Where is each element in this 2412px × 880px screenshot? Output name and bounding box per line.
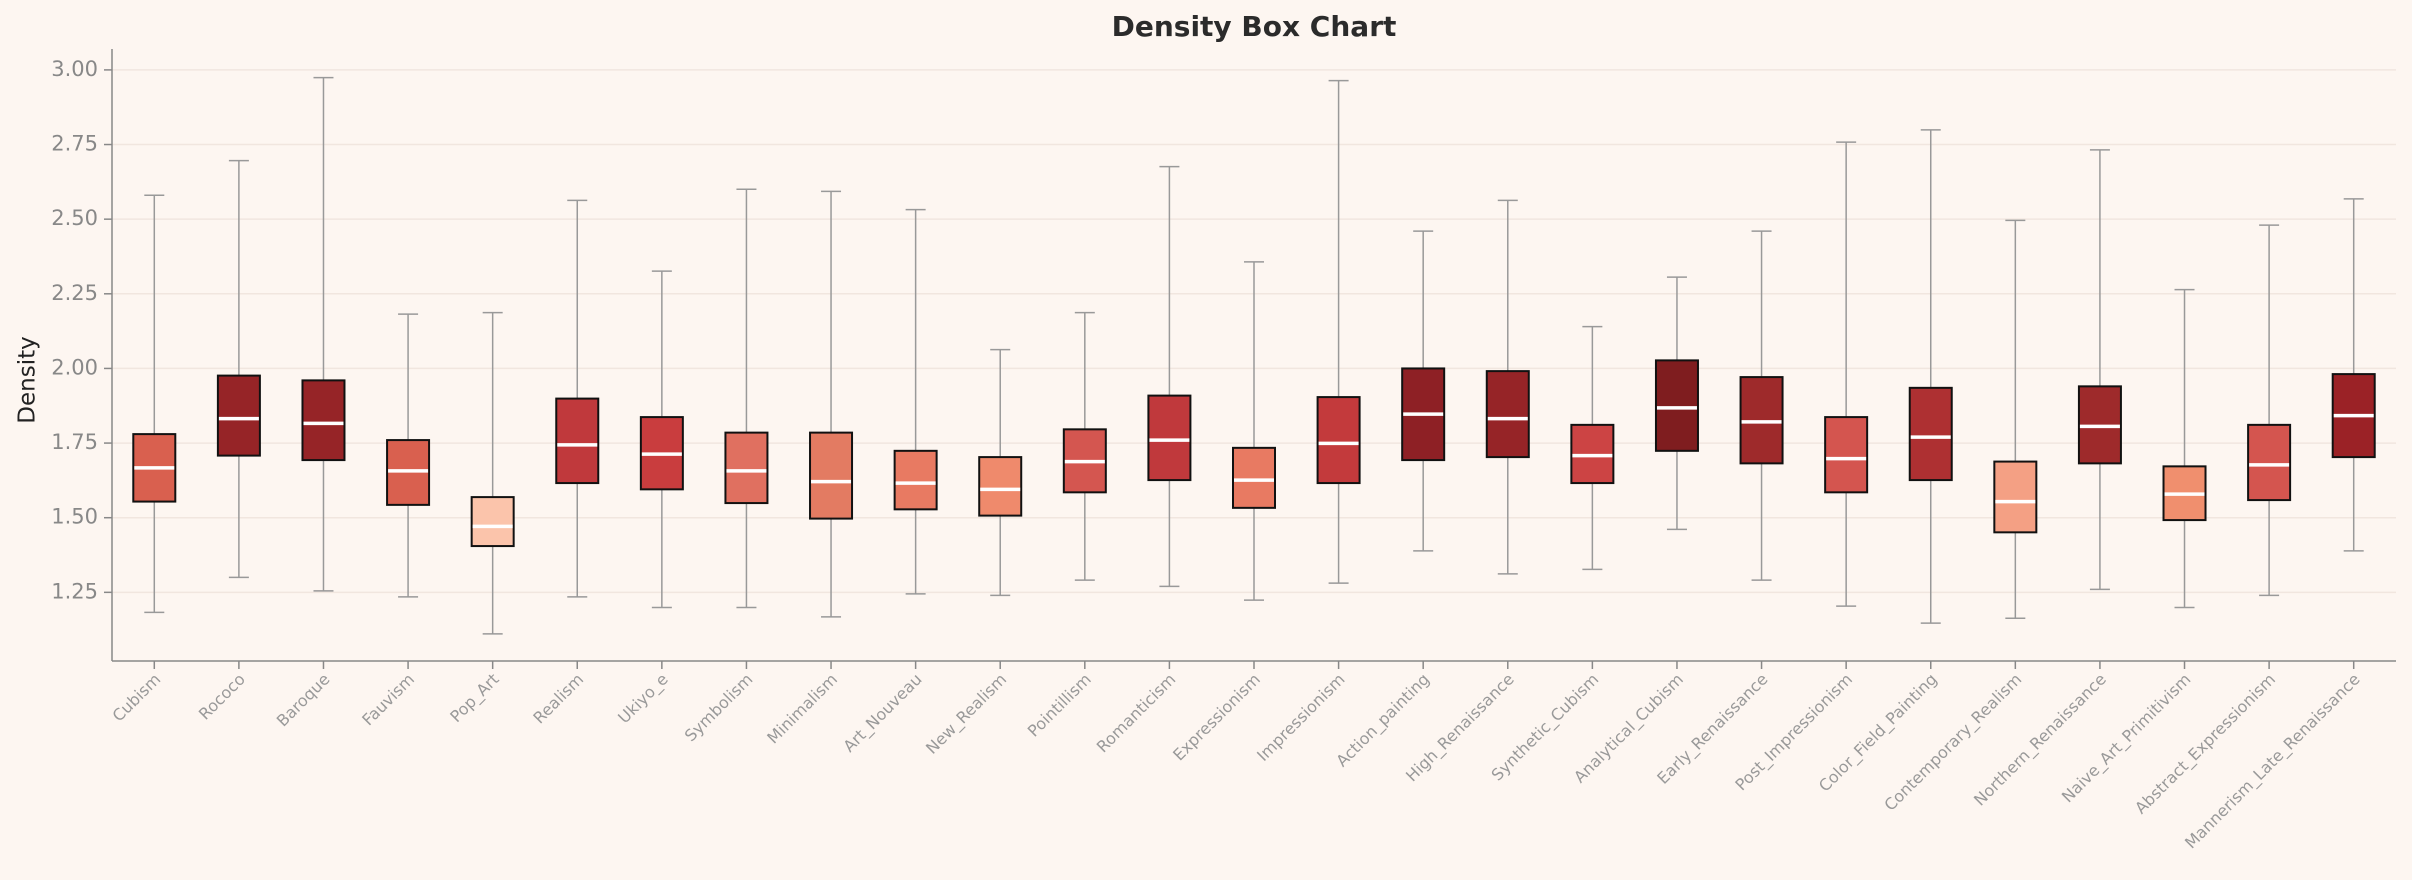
box (1485, 370, 1530, 459)
box (1908, 386, 1953, 482)
x-tick-label: Fauvism (358, 670, 418, 730)
x-tick-label: Expressionism (1169, 670, 1264, 765)
box (978, 456, 1023, 517)
y-tick-label: 2.00 (51, 355, 98, 379)
x-tick-label: Rococo (195, 670, 249, 724)
x-tick-label: Abstract_Expressionism (2131, 670, 2280, 819)
y-tick-label: 1.75 (51, 430, 98, 454)
box (809, 431, 854, 520)
x-tick-label: Baroque (273, 670, 334, 731)
y-tick-label: 2.25 (51, 281, 98, 305)
box (2247, 423, 2292, 502)
chart-title: Density Box Chart (1112, 10, 1397, 43)
box (1654, 359, 1699, 452)
box (301, 379, 346, 462)
x-tick-label: Pop_Art (446, 670, 503, 727)
y-tick-label: 1.50 (51, 505, 98, 529)
x-tick-label: Cubism (109, 670, 165, 726)
box (470, 496, 515, 548)
x-tick-label: Realism (529, 670, 587, 728)
box (216, 374, 261, 457)
x-tick-label: Symbolism (681, 670, 757, 746)
x-tick-label: Art_Nouveau (839, 670, 926, 757)
box (1316, 396, 1361, 485)
box (724, 431, 769, 505)
box (1147, 394, 1192, 482)
x-tick-label: Mannerism_Late_Renaissance (2181, 670, 2364, 853)
x-tick-label: Contemporary_Realism (1880, 670, 2026, 816)
y-tick-label: 1.25 (51, 579, 98, 603)
y-tick-label: 2.75 (51, 132, 98, 156)
x-tick-label: Impressionism (1253, 670, 1348, 765)
box (555, 397, 600, 485)
x-tick-label: Romanticism (1093, 670, 1180, 757)
y-axis-label: Density (15, 336, 41, 423)
y-tick-label: 3.00 (51, 57, 98, 81)
box (893, 449, 938, 511)
y-tick-label: 2.50 (51, 206, 98, 230)
box (1824, 416, 1869, 494)
x-tick-label: Minimalism (763, 670, 841, 748)
x-tick-label: Ukiyo_e (614, 670, 672, 728)
x-tick-label: New_Realism (922, 670, 1011, 759)
box (1232, 446, 1276, 509)
box (1993, 460, 2038, 534)
x-tick-label: Pointillism (1024, 670, 1095, 741)
